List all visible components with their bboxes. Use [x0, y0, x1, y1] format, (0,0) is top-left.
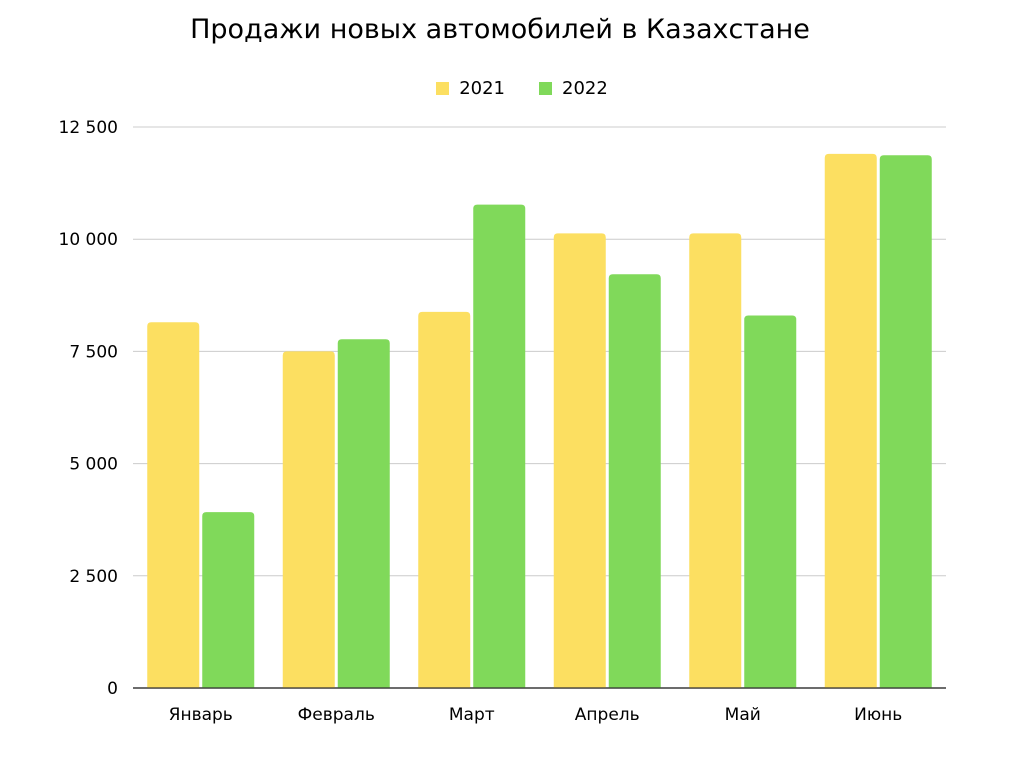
- legend-item-2021: 2021: [436, 78, 505, 99]
- y-tick-label: 0: [107, 679, 118, 699]
- bar-2022-Март: [473, 204, 526, 688]
- x-tick-label: Май: [725, 705, 761, 725]
- legend-swatch-2022: [539, 82, 552, 95]
- x-tick-label: Январь: [169, 705, 233, 725]
- bar-2021-Февраль: [282, 351, 335, 688]
- chart-title: Продажи новых автомобилей в Казахстане: [190, 14, 810, 45]
- x-tick-label: Февраль: [298, 705, 375, 725]
- bar-2021-Январь: [147, 322, 200, 688]
- legend-item-2022: 2022: [539, 78, 608, 99]
- bar-2021-Июнь: [824, 153, 877, 689]
- x-tick-label: Март: [449, 705, 495, 725]
- bar-2021-Апрель: [553, 233, 606, 688]
- y-tick-label: 2 500: [69, 567, 118, 587]
- legend: 2021 2022: [0, 78, 1024, 99]
- y-tick-label: 7 500: [69, 342, 118, 362]
- y-tick-label: 10 000: [59, 230, 118, 250]
- legend-swatch-2021: [436, 82, 450, 95]
- bar-2022-Июнь: [879, 155, 932, 688]
- bar-2021-Март: [418, 311, 471, 688]
- y-tick-label: 12 500: [59, 118, 118, 138]
- legend-label-2022: 2022: [562, 78, 608, 99]
- y-tick-label: 5 000: [69, 455, 118, 475]
- bar-2021-Май: [689, 233, 742, 688]
- bar-2022-Апрель: [608, 274, 661, 688]
- bar-2022-Февраль: [337, 339, 390, 688]
- x-tick-label: Апрель: [575, 705, 640, 725]
- bar-2022-Январь: [202, 512, 255, 688]
- x-tick-label: Июнь: [854, 705, 902, 725]
- bar-2022-Май: [744, 315, 797, 688]
- legend-label-2021: 2021: [459, 78, 505, 99]
